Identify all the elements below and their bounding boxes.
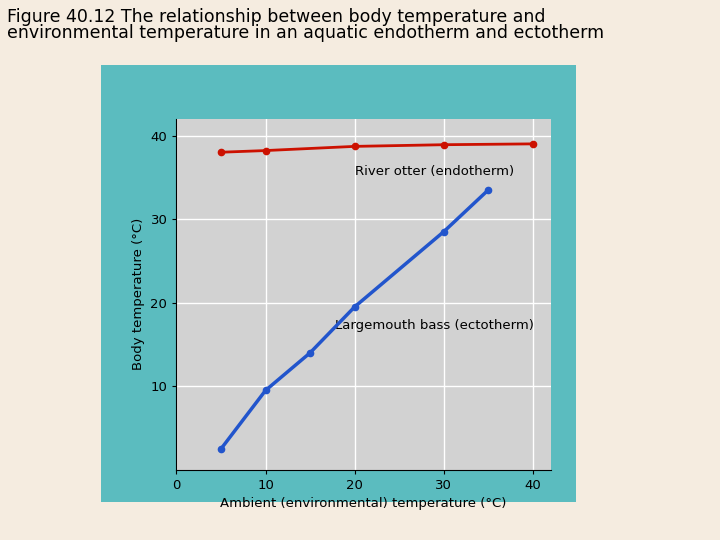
X-axis label: Ambient (environmental) temperature (°C): Ambient (environmental) temperature (°C)	[220, 497, 507, 510]
Text: environmental temperature in an aquatic endotherm and ectotherm: environmental temperature in an aquatic …	[7, 24, 604, 42]
Y-axis label: Body temperature (°C): Body temperature (°C)	[132, 218, 145, 370]
Text: Figure 40.12 The relationship between body temperature and: Figure 40.12 The relationship between bo…	[7, 8, 546, 26]
Text: Largemouth bass (ectotherm): Largemouth bass (ectotherm)	[336, 319, 534, 333]
Text: River otter (endotherm): River otter (endotherm)	[355, 165, 514, 178]
